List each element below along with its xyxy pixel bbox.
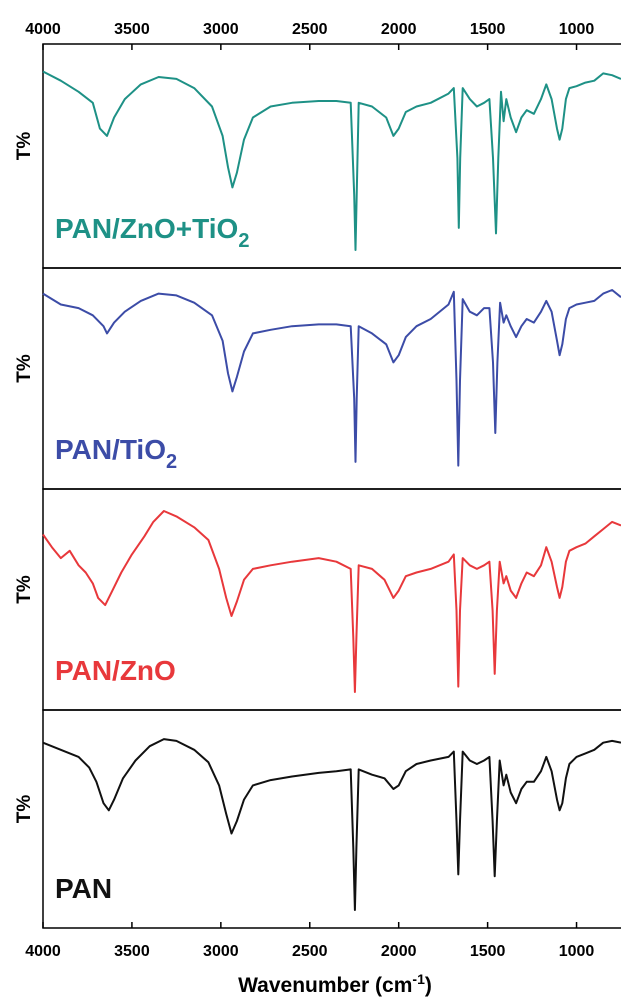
top-tick-label: 1000 (559, 21, 595, 38)
top-tick-label: 2000 (381, 21, 417, 38)
top-tick-label: 1500 (470, 21, 506, 38)
bottom-tick-label: 2500 (292, 943, 328, 960)
top-tick-label: 2500 (292, 21, 328, 38)
bottom-tick-label: 4000 (25, 943, 61, 960)
top-tick-label: 3500 (114, 21, 150, 38)
series-label: PAN/ZnO+TiO2 (55, 213, 249, 252)
spectrum-line (42, 510, 621, 693)
y-axis-label: T% (14, 795, 35, 824)
bottom-tick-label: 3500 (114, 943, 150, 960)
bottom-tick-label: 3000 (203, 943, 239, 960)
x-axis-title: Wavenumber (cm-1) (238, 971, 432, 997)
y-axis-label: T% (14, 132, 35, 161)
panels: T% PAN/ZnO+TiO2 T% PAN/TiO2 T% PAN/ZnO T% PAN (14, 43, 621, 929)
y-axis-label: T% (14, 354, 35, 383)
bottom-tick-label: 2000 (381, 943, 417, 960)
series-label: PAN/TiO2 (55, 434, 177, 473)
panel-frame (42, 709, 621, 929)
series-label: PAN (55, 873, 112, 904)
series-label: PAN/ZnO (55, 655, 176, 686)
bottom-x-axis: 4000 3500 3000 2500 2000 1500 1000 (25, 922, 594, 960)
bottom-tick-label: 1000 (559, 943, 595, 960)
panel-3: T% PAN/ZnO (14, 488, 621, 711)
top-tick-label: 3000 (203, 21, 239, 38)
spectrum-line (42, 289, 621, 467)
panel-4: T% PAN (14, 709, 621, 929)
spectrum-line (42, 738, 621, 911)
panel-1: T% PAN/ZnO+TiO2 (14, 43, 621, 269)
y-axis-label: T% (14, 575, 35, 604)
bottom-tick-label: 1500 (470, 943, 506, 960)
top-tick-label: 4000 (25, 21, 61, 38)
top-x-axis: 4000 3500 3000 2500 2000 1500 1000 (25, 21, 594, 50)
spectrum-line (42, 70, 621, 251)
panel-2: T% PAN/TiO2 (14, 267, 621, 490)
